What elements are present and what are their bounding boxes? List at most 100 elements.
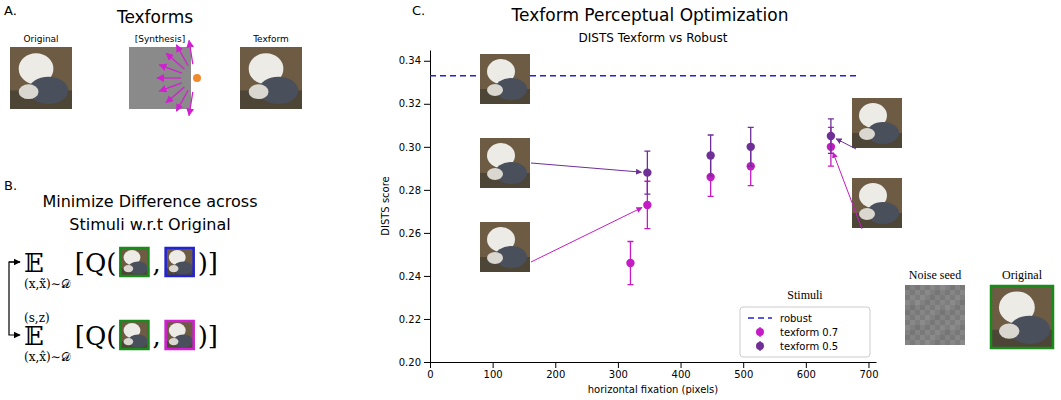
noise-cell: [905, 310, 910, 315]
panel-title: Minimize Difference acrossStimuli w.r.t …: [42, 192, 257, 234]
noise-cell: [955, 300, 960, 305]
y-tick-label: 0.20: [399, 357, 421, 368]
noise-cell: [960, 285, 965, 290]
image-label: Original: [23, 34, 58, 44]
pooling-arrow: [176, 45, 188, 66]
data-point: [747, 143, 755, 151]
noise-cell: [945, 300, 950, 305]
x-tick-mark: [681, 362, 682, 368]
noise-cell: [915, 305, 920, 310]
noise-cell: [935, 300, 940, 305]
noise-cell: [925, 290, 930, 295]
noise-cell: [945, 295, 950, 300]
panel-letter: B.: [4, 178, 17, 193]
photo-ground: [990, 285, 1054, 349]
image-label: Noise seed: [909, 268, 961, 282]
thumbnail-arrow: [836, 139, 856, 149]
y-tick-mark: [424, 319, 430, 320]
image-label: Texform: [252, 34, 289, 44]
thumbnail-arrow: [531, 208, 642, 262]
noise-cell: [930, 285, 935, 290]
data-point: [643, 168, 651, 176]
y-tick-label: 0.34: [399, 55, 421, 66]
noise-cell: [960, 340, 965, 345]
data-point: [827, 132, 835, 140]
thumbnail-border: [991, 286, 1053, 348]
thumbnail-border: [120, 248, 148, 276]
plot-area: [430, 76, 860, 285]
noise-cell: [945, 290, 950, 295]
texform-thumbnail: [480, 222, 530, 272]
noise-cell: [950, 330, 955, 335]
noise-cell: [920, 325, 925, 330]
noise-cell: [905, 300, 910, 305]
y-tick-label: 0.26: [399, 228, 421, 239]
noise-cell: [915, 320, 920, 325]
noise-cell: [930, 335, 935, 340]
photo-ground: [119, 320, 149, 350]
noise-cell: [940, 295, 945, 300]
x-tick-mark: [868, 362, 869, 368]
noise-cell: [905, 290, 910, 295]
noise-cell: [920, 330, 925, 335]
x-tick-mark: [555, 362, 556, 368]
y-tick-mark: [424, 61, 430, 62]
photo-ground: [10, 47, 72, 109]
noise-cell: [950, 285, 955, 290]
noise-cell: [905, 320, 910, 325]
y-tick: 0.24: [399, 271, 430, 282]
photo-dog: [124, 338, 134, 345]
legend-label: robust: [780, 313, 812, 324]
formula-stimulus-image: [165, 247, 195, 277]
noise-cell: [910, 320, 915, 325]
y-tick: 0.32: [399, 98, 430, 109]
pooling-arrow: [159, 83, 182, 91]
photo-ground: [852, 178, 902, 228]
texform-thumbnail: [480, 138, 530, 188]
noise-cell: [950, 320, 955, 325]
formula-text: [Q(: [75, 321, 117, 351]
noise-cell: [960, 300, 965, 305]
x-tick-mark: [743, 362, 744, 368]
noise-cell: [950, 340, 955, 345]
noise-cell: [940, 310, 945, 315]
pooling-arrow: [159, 65, 182, 73]
noise-cell: [940, 320, 945, 325]
legend-swatch: [756, 328, 764, 336]
formula-original-image: [119, 247, 149, 277]
noise-cell: [945, 335, 950, 340]
noise-cell: [930, 305, 935, 310]
noise-cell: [935, 330, 940, 335]
y-tick-mark: [424, 362, 430, 363]
data-point: [643, 201, 651, 209]
noise-cell: [930, 340, 935, 345]
photo-dog: [124, 265, 134, 272]
x-tick-label: 300: [609, 369, 628, 380]
y-tick: 0.26: [399, 228, 430, 239]
noise-cell: [925, 320, 930, 325]
noise-cell: [930, 320, 935, 325]
y-tick: 0.30: [399, 142, 430, 153]
legend-swatch: [748, 317, 772, 319]
noise-cell: [915, 295, 920, 300]
noise-cell: [910, 335, 915, 340]
noise-cell: [930, 315, 935, 320]
noise-cell: [960, 315, 965, 320]
pooling-arrow: [189, 40, 193, 64]
noise-cell: [950, 305, 955, 310]
bracket-arrow: [9, 262, 20, 335]
noise-ground: [905, 285, 965, 345]
thumbnail-arrow: [833, 152, 862, 229]
noise-cell: [905, 295, 910, 300]
photo-ground: [480, 222, 530, 272]
x-tick-label: 100: [484, 369, 503, 380]
noise-cell: [940, 325, 945, 330]
pooling-arrow: [176, 90, 188, 111]
noise-cell: [960, 295, 965, 300]
data-point: [626, 259, 634, 267]
noise-cell: [960, 305, 965, 310]
noise-cell: [925, 330, 930, 335]
panel-c: C.Texform Perceptual OptimizationDISTS T…: [380, 3, 1054, 395]
noise-cell: [905, 325, 910, 330]
figure: A.TexformsOriginal[Synthesis]TexformB.Mi…: [0, 0, 1061, 400]
